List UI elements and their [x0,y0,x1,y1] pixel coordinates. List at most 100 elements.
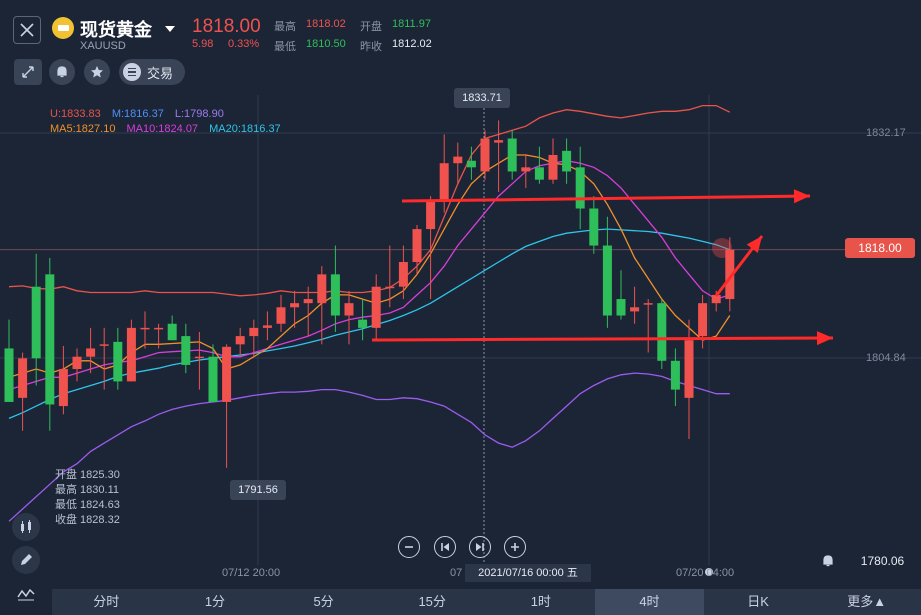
close-button[interactable] [13,16,41,44]
tab-15min[interactable]: 15分 [418,594,446,609]
pencil-icon [21,554,32,565]
candle [167,315,177,341]
candle-body [521,167,531,172]
candle-body [412,229,422,263]
instrument-symbol: XAUUSD [80,40,126,52]
candle-body [371,286,381,328]
arrow-shaft [371,336,834,342]
candle [194,331,204,390]
wave-icon [17,588,35,601]
candle-body [480,138,490,172]
candle [317,266,327,345]
timeframe-tabs: 分时 1分 5分 15分 1时 4时 日K 更多▲ [52,589,921,615]
tab-timeshare[interactable]: 分时 [93,594,120,609]
candle [521,154,531,188]
trade-button[interactable]: 交易 [119,59,185,85]
candle [126,319,136,382]
candle-body [330,274,340,316]
draw-button[interactable] [12,546,40,574]
arrow-head [746,236,762,253]
scroll-end-button[interactable] [469,536,491,558]
bottom-price-tag: 1780.06 [844,551,921,571]
trade-icon [123,63,141,81]
price-change: 5.98 [192,38,214,50]
prev-close-value: 1812.02 [392,38,432,50]
candle-body [657,303,667,361]
candle-body [548,154,558,180]
favorite-button[interactable] [84,59,110,85]
ma5-label: MA5:1827.10 [50,123,116,135]
candle [290,290,300,328]
draw-tool-button[interactable] [14,59,42,85]
candle [698,294,708,349]
tab-more[interactable]: 更多▲ [847,594,887,609]
open-label: 开盘 [360,21,382,33]
candlestick-chart[interactable] [0,0,921,589]
candle [494,120,504,193]
candle [235,327,245,357]
boll-upper-label: U:1833.83 [50,108,101,120]
bollinger-bands [8,104,731,522]
candle [670,348,680,407]
peak-price-value: 1833.71 [462,92,502,104]
tab-daily[interactable]: 日K [747,594,769,609]
candle-body [208,356,218,402]
tab-5min[interactable]: 5分 [313,594,334,609]
candle [154,323,164,349]
candle [262,311,272,341]
zoom-out-button[interactable] [398,536,420,558]
candle-body [262,325,272,328]
candle [113,327,123,390]
candle-body [630,307,640,312]
candles [4,120,735,468]
candle [657,299,667,370]
candle-body [534,167,544,180]
candle-body [466,160,476,168]
candle-body [58,369,68,407]
price-alert-button[interactable] [818,551,838,571]
candle [276,294,286,332]
candle [725,237,735,312]
tab-4hour[interactable]: 4时 [595,589,704,615]
chart-type-button[interactable] [12,513,40,541]
price-change-pct: 0.33% [228,38,260,50]
candle [412,224,422,275]
time-tick-2: 07 [450,567,463,579]
candle [589,196,599,254]
candle-body [113,341,123,382]
scroll-start-button[interactable] [434,536,456,558]
price-tick-mid: 1804.84 [866,352,906,364]
candle-body [194,356,204,359]
candle-body [711,294,721,304]
candle [45,257,55,431]
candle [222,344,232,468]
candle [507,130,517,180]
time-tick-3: 07/20 04:00 [676,567,735,579]
instrument-name[interactable]: 现货黄金 [80,20,152,40]
candle [208,344,218,402]
candle [453,142,463,184]
arrow-shaft [401,194,811,203]
skip-back-icon [441,543,449,551]
high-value: 1818.02 [306,18,346,30]
tab-1min[interactable]: 1分 [204,594,226,609]
zoom-in-button[interactable] [504,536,526,558]
candle-body [385,286,395,289]
current-price-tag: 1818.00 [845,238,915,258]
candle-body [181,336,191,365]
alert-button[interactable] [49,59,75,85]
indicator-button[interactable] [12,580,40,608]
candle-body [72,356,82,370]
candle [371,274,381,341]
candle-body [235,336,245,345]
ma10-label: MA10:1824.07 [126,123,199,135]
ohlc-low: 最低 1824.63 [55,499,120,511]
candle-body [589,208,599,246]
dropdown-caret-icon[interactable] [165,26,175,32]
candle [534,146,544,184]
candle-body [426,200,436,230]
tab-1hour[interactable]: 1时 [530,594,551,609]
boll-mid-label: M:1816.37 [111,108,164,120]
candle-body [725,249,735,300]
gold-bar-icon [57,25,69,31]
